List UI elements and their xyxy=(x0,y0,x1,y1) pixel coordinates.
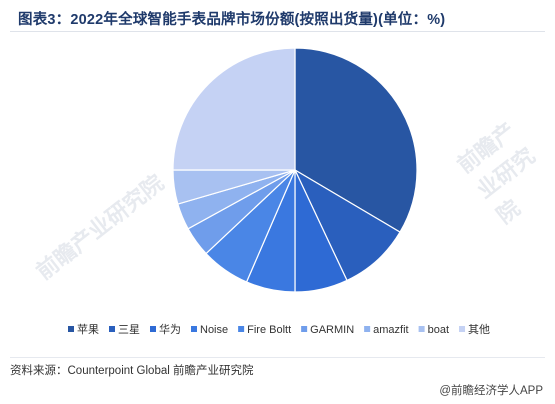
legend-swatch-1 xyxy=(109,326,115,332)
legend-label-6: amazfit xyxy=(373,324,408,336)
legend: 苹果 三星 华为 Noise Fire Boltt GARMIN amazfit boat 其他 xyxy=(68,322,490,336)
legend-item-0: 苹果 xyxy=(68,322,99,336)
title-divider xyxy=(10,31,545,32)
source-note: 资料来源：Counterpoint Global 前瞻产业研究院 xyxy=(10,365,254,377)
credit-note: @前瞻经济学人APP xyxy=(439,385,543,397)
legend-label-5: GARMIN xyxy=(310,324,354,336)
legend-label-0: 苹果 xyxy=(77,322,99,336)
legend-label-3: Noise xyxy=(200,324,228,336)
legend-label-8: 其他 xyxy=(468,323,490,336)
legend-swatch-8 xyxy=(459,326,466,332)
legend-label-4: Fire Boltt xyxy=(247,324,291,336)
pie-slice-0 xyxy=(294,47,418,233)
chart-title: 图表3：2022年全球智能手表品牌市场份额(按照出货量)(单位：%) xyxy=(18,12,446,28)
legend-item-8: 其他 xyxy=(459,323,490,336)
legend-swatch-3 xyxy=(191,326,197,332)
legend-swatch-4 xyxy=(238,326,245,332)
legend-swatch-5 xyxy=(301,326,308,332)
legend-label-7: boat xyxy=(428,324,449,336)
source-divider xyxy=(10,357,545,358)
legend-item-7: boat xyxy=(418,324,449,336)
legend-label-1: 三星 xyxy=(118,323,140,336)
legend-item-1: 三星 xyxy=(109,323,140,336)
pie-chart: 苹果 三星 华为 Noise Fire Boltt GARMIN amazfit boat 其他 xyxy=(68,47,490,336)
legend-item-5: GARMIN xyxy=(301,324,354,336)
legend-item-2: 华为 xyxy=(150,322,181,336)
chart-frame: 苹果 三星 华为 Noise Fire Boltt GARMIN amazfit boat 其他 xyxy=(10,32,545,350)
legend-swatch-6 xyxy=(364,326,371,332)
legend-swatch-2 xyxy=(150,326,156,332)
legend-item-6: amazfit xyxy=(364,324,409,336)
legend-swatch-0 xyxy=(68,326,74,332)
legend-item-3: Noise xyxy=(191,324,228,336)
pie-slices xyxy=(172,47,418,293)
legend-label-2: 华为 xyxy=(159,322,181,336)
legend-swatch-7 xyxy=(418,326,425,332)
pie-slice-8 xyxy=(172,47,296,171)
legend-item-4: Fire Boltt xyxy=(238,324,291,336)
